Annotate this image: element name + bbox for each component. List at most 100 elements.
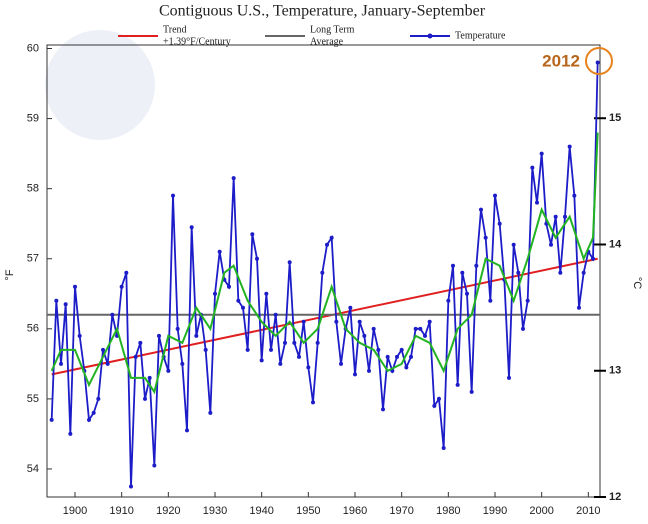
y-tick-label: 54 [27,463,39,475]
data-point [301,319,306,324]
data-point [511,242,516,247]
data-point [563,214,567,219]
legend-marker [427,33,433,39]
annotation: 2012 [542,51,580,70]
data-point [273,312,278,317]
data-point [269,347,273,352]
data-point [409,354,413,359]
x-tick-label: 1930 [203,505,227,517]
data-point [516,270,521,275]
data-point [133,354,138,359]
y2-axis-label: °C [631,277,643,289]
data-point [227,284,231,289]
data-point [208,410,213,415]
legend-label: Temperature [455,30,506,41]
y-tick-label: 59 [27,112,39,124]
watermark [45,30,155,140]
data-point [488,298,493,303]
legend-label: Average [310,36,344,47]
x-tick-label: 1990 [483,505,507,517]
plot-frame [46,44,601,498]
data-point [77,333,82,338]
data-point [334,319,339,324]
x-tick-label: 1960 [343,505,367,517]
data-point [101,347,105,352]
data-point [147,375,152,380]
data-point [189,225,194,230]
data-point [259,358,264,363]
data-point [283,340,287,345]
data-point [353,372,357,377]
data-point [399,347,404,352]
data-point [530,165,535,170]
data-point [129,484,133,489]
data-point [73,284,77,289]
x-tick-label: 1950 [296,505,320,517]
data-point [320,270,325,275]
data-point [362,333,367,338]
data-point [371,326,376,331]
data-point [175,326,180,331]
legend-label: Long Term [310,24,355,35]
data-point [217,249,222,254]
data-point [376,347,381,352]
data-point [241,305,245,310]
series-line [50,132,599,395]
data-point [311,400,315,405]
y-tick-label: 56 [27,323,39,335]
data-point [59,361,63,366]
data-point [96,396,101,401]
data-point [553,214,558,219]
data-point [455,382,460,387]
data-point [437,396,441,401]
x-tick-label: 1900 [63,505,87,517]
data-point [124,270,129,275]
data-point [185,428,189,433]
data-point [250,232,255,237]
data-point [306,365,311,370]
y2-tick-label: 15 [609,112,621,124]
data-point [110,312,115,317]
data-point [367,368,371,373]
data-point [549,242,553,247]
y-tick-label: 55 [27,393,39,405]
data-point [213,291,217,296]
data-point [287,260,292,265]
legend-label: +1.39°F/Century [163,36,231,47]
data-point [427,319,432,324]
data-point [68,431,73,436]
data-point [535,200,539,205]
data-point [423,333,427,338]
y-tick-label: 60 [27,42,39,54]
x-tick-label: 1940 [249,505,273,517]
data-point [348,305,353,310]
data-point [460,270,465,275]
x-tick-label: 1970 [389,505,413,517]
data-point [54,298,59,303]
data-point [497,221,502,226]
data-point [357,319,362,324]
data-point [87,417,91,422]
data-point [418,326,423,331]
data-point [521,326,525,331]
data-point [539,151,544,156]
y2-tick-label: 12 [609,491,621,503]
data-point [152,463,157,468]
data-point [395,354,399,359]
data-point [525,298,530,303]
data-point [166,368,171,373]
series-line [50,62,599,487]
data-point [567,144,572,149]
data-point [479,207,483,212]
data-point [180,361,185,366]
data-point [143,396,147,401]
data-point [297,354,301,359]
data-point [63,302,68,307]
y2-tick-label: 13 [609,365,621,377]
x-tick-label: 1910 [109,505,133,517]
data-point [264,291,269,296]
data-point [432,403,437,408]
data-point [595,60,600,65]
data-point [483,235,488,240]
